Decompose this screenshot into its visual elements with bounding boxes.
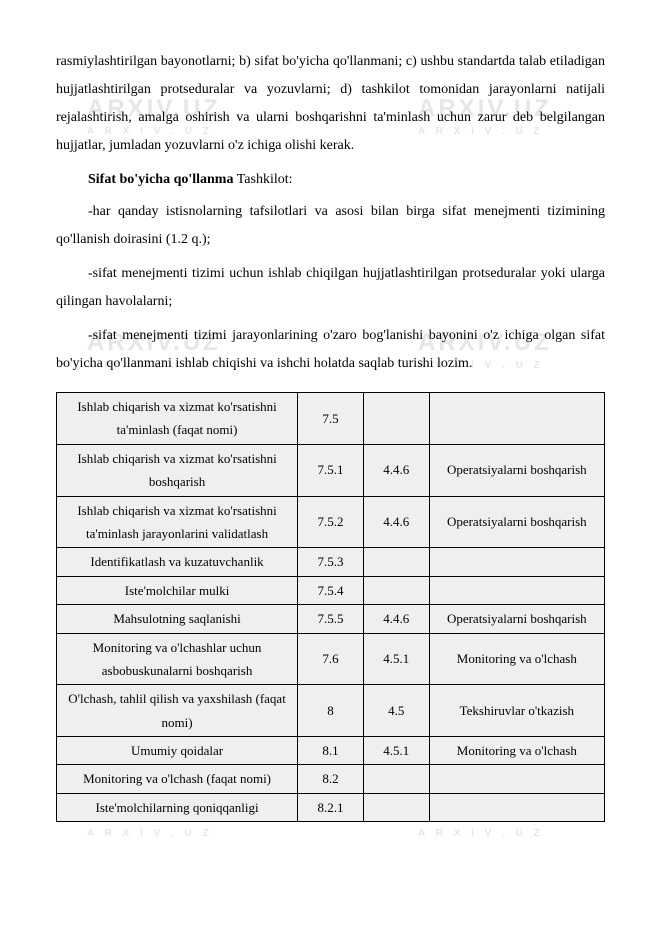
table-row: Identifikatlash va kuzatuvchanlik7.5.3 [57, 548, 605, 576]
cell-name: Iste'molchilarning qoniqqanligi [57, 793, 298, 821]
table-row: Monitoring va o'lchash (faqat nomi)8.2 [57, 765, 605, 793]
paragraph-2: -har qanday istisnolarning tafsilotlari … [56, 198, 605, 254]
cell-name: Identifikatlash va kuzatuvchanlik [57, 548, 298, 576]
standards-table: Ishlab chiqarish va xizmat ko'rsatishni … [56, 392, 605, 822]
cell-code-1: 8.2 [298, 765, 364, 793]
cell-desc: Tekshiruvlar o'tkazish [429, 685, 604, 737]
heading-rest: Tashkilot: [233, 172, 292, 187]
cell-code-2 [363, 765, 429, 793]
cell-name: Umumiy qoidalar [57, 737, 298, 765]
table-row: O'lchash, tahlil qilish va yaxshilash (f… [57, 685, 605, 737]
cell-name: Mahsulotning saqlanishi [57, 605, 298, 633]
cell-desc: Monitoring va o'lchash [429, 737, 604, 765]
document-content: rasmiylashtirilgan bayonotlarni; b) sifa… [56, 48, 605, 822]
cell-code-1: 7.6 [298, 633, 364, 685]
svg-text:A R X I V . U Z: A R X I V . U Z [87, 828, 213, 839]
paragraph-1: rasmiylashtirilgan bayonotlarni; b) sifa… [56, 48, 605, 160]
cell-code-2 [363, 576, 429, 604]
cell-code-2 [363, 793, 429, 821]
table-row: Ishlab chiqarish va xizmat ko'rsatishni … [57, 444, 605, 496]
cell-desc: Operatsiyalarni boshqarish [429, 496, 604, 548]
table-row: Iste'molchilar mulki7.5.4 [57, 576, 605, 604]
heading-bold: Sifat bo'yicha qo'llanma [88, 172, 233, 187]
table-row: Iste'molchilarning qoniqqanligi8.2.1 [57, 793, 605, 821]
table-row: Mahsulotning saqlanishi7.5.54.4.6Operats… [57, 605, 605, 633]
cell-desc [429, 765, 604, 793]
table-row: Umumiy qoidalar8.14.5.1Monitoring va o'l… [57, 737, 605, 765]
cell-desc: Operatsiyalarni boshqarish [429, 444, 604, 496]
cell-desc [429, 793, 604, 821]
section-heading: Sifat bo'yicha qo'llanma Tashkilot: [56, 166, 605, 194]
cell-code-1: 7.5.1 [298, 444, 364, 496]
cell-code-1: 8.1 [298, 737, 364, 765]
cell-desc [429, 548, 604, 576]
cell-name: Ishlab chiqarish va xizmat ko'rsatishni … [57, 444, 298, 496]
cell-code-2: 4.5 [363, 685, 429, 737]
cell-name: Ishlab chiqarish va xizmat ko'rsatishni … [57, 496, 298, 548]
cell-code-1: 7.5.5 [298, 605, 364, 633]
cell-desc: Operatsiyalarni boshqarish [429, 605, 604, 633]
cell-desc [429, 393, 604, 445]
cell-code-2: 4.4.6 [363, 444, 429, 496]
cell-code-1: 8.2.1 [298, 793, 364, 821]
cell-name: Iste'molchilar mulki [57, 576, 298, 604]
cell-desc [429, 576, 604, 604]
cell-code-1: 7.5.4 [298, 576, 364, 604]
cell-code-1: 7.5 [298, 393, 364, 445]
cell-desc: Monitoring va o'lchash [429, 633, 604, 685]
cell-code-1: 7.5.2 [298, 496, 364, 548]
table-row: Ishlab chiqarish va xizmat ko'rsatishni … [57, 393, 605, 445]
cell-name: Monitoring va o'lchash (faqat nomi) [57, 765, 298, 793]
cell-name: Ishlab chiqarish va xizmat ko'rsatishni … [57, 393, 298, 445]
cell-code-2: 4.5.1 [363, 737, 429, 765]
cell-name: O'lchash, tahlil qilish va yaxshilash (f… [57, 685, 298, 737]
table-row: Monitoring va o'lchashlar uchun asbobusk… [57, 633, 605, 685]
cell-name: Monitoring va o'lchashlar uchun asbobusk… [57, 633, 298, 685]
cell-code-1: 8 [298, 685, 364, 737]
cell-code-2: 4.5.1 [363, 633, 429, 685]
cell-code-2 [363, 393, 429, 445]
paragraph-4: -sifat menejmenti tizimi jarayonlarining… [56, 322, 605, 378]
cell-code-2: 4.4.6 [363, 605, 429, 633]
cell-code-1: 7.5.3 [298, 548, 364, 576]
cell-code-2 [363, 548, 429, 576]
cell-code-2: 4.4.6 [363, 496, 429, 548]
paragraph-3: -sifat menejmenti tizimi uchun ishlab ch… [56, 260, 605, 316]
svg-text:A R X I V . U Z: A R X I V . U Z [418, 828, 544, 839]
table-row: Ishlab chiqarish va xizmat ko'rsatishni … [57, 496, 605, 548]
